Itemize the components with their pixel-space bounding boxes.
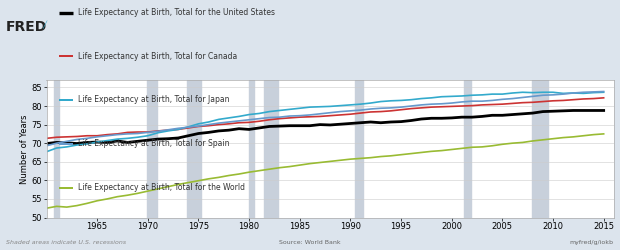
Bar <box>249 80 254 218</box>
Text: Life Expectancy at Birth, Total for the World: Life Expectancy at Birth, Total for the … <box>78 183 244 192</box>
Bar <box>187 80 201 218</box>
Text: myfred/g/iokb: myfred/g/iokb <box>570 240 614 245</box>
Text: Life Expectancy at Birth, Total for the United States: Life Expectancy at Birth, Total for the … <box>78 8 275 17</box>
Bar <box>355 80 363 218</box>
Y-axis label: Number of Years: Number of Years <box>20 114 29 184</box>
Text: Life Expectancy at Birth, Total for Japan: Life Expectancy at Birth, Total for Japa… <box>78 96 229 104</box>
Bar <box>54 80 59 218</box>
Text: Shaded areas indicate U.S. recessions: Shaded areas indicate U.S. recessions <box>6 240 126 245</box>
Text: Life Expectancy at Birth, Total for Spain: Life Expectancy at Birth, Total for Spai… <box>78 139 229 148</box>
Text: FRED: FRED <box>6 20 48 34</box>
Text: ╱: ╱ <box>42 21 46 29</box>
Bar <box>147 80 157 218</box>
Bar <box>264 80 278 218</box>
Text: Source: World Bank: Source: World Bank <box>279 240 341 245</box>
Bar <box>532 80 548 218</box>
Bar <box>464 80 471 218</box>
Text: Life Expectancy at Birth, Total for Canada: Life Expectancy at Birth, Total for Cana… <box>78 52 237 61</box>
